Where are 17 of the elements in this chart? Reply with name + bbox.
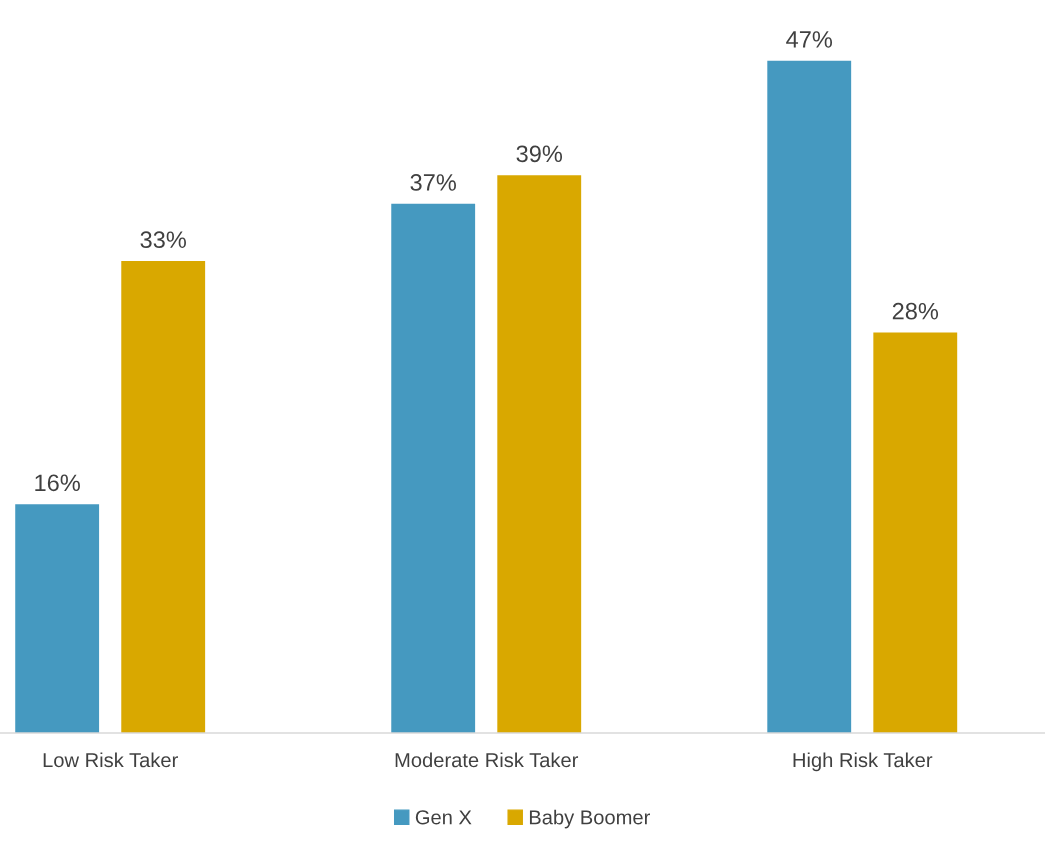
data-label: 37% <box>410 174 456 191</box>
data-label: 39% <box>516 145 563 163</box>
x-tick-label: Moderate Risk Taker <box>395 752 579 768</box>
bar <box>497 175 582 733</box>
bar <box>767 60 852 733</box>
bar <box>15 504 100 733</box>
data-label: 33% <box>140 231 186 248</box>
legend-label: Gen X <box>415 810 472 825</box>
data-label: 28% <box>892 302 939 320</box>
x-tick-label: High Risk Taker <box>793 752 933 772</box>
legend-label: Baby Boomer <box>529 809 650 829</box>
bar <box>391 203 476 733</box>
data-label: 47% <box>786 31 833 48</box>
x-tick-label: Low Risk Taker <box>43 752 178 768</box>
bar <box>121 261 206 733</box>
bar <box>873 332 958 733</box>
data-label: 16% <box>35 474 80 492</box>
